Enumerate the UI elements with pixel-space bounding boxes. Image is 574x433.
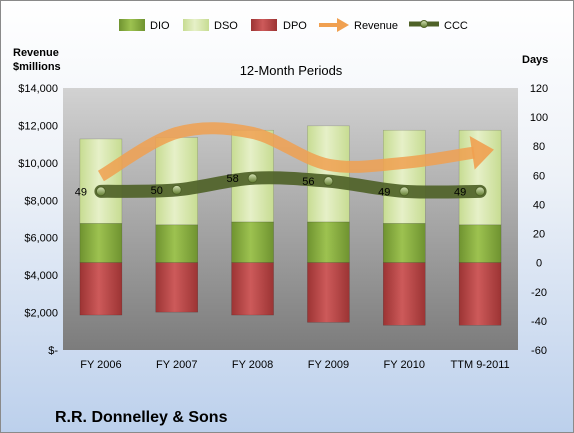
plot-area — [63, 88, 518, 350]
legend-swatch-ccc-marker — [420, 20, 428, 28]
ccc-line — [94, 171, 487, 199]
legend-swatch-revenue — [319, 18, 349, 32]
ccc-data-label: 49 — [378, 186, 390, 198]
right-tick-label: 20 — [533, 229, 545, 241]
lines-layer: 49 50 58 56 49 49 — [75, 122, 494, 199]
ccc-point — [323, 176, 334, 187]
chart-title: 12-Month Periods — [240, 63, 343, 78]
ccc-point — [247, 173, 258, 184]
left-axis-title-line2: $millions — [13, 61, 61, 73]
bar-dio — [307, 221, 350, 263]
ccc-data-label: 49 — [75, 186, 87, 198]
revenue-arrowhead — [469, 135, 494, 170]
right-tick-label: 80 — [533, 141, 545, 153]
category-label: FY 2006 — [80, 359, 121, 371]
left-axis-title-line1: Revenue — [13, 47, 59, 59]
right-tick-label: -60 — [531, 345, 547, 357]
ccc-point — [475, 186, 486, 197]
bar-dso — [79, 138, 123, 224]
left-axis: $- $2,000 $4,000 $6,000 $8,000 $10,000 $12,000… — [18, 83, 58, 357]
legend-label-ccc: CCC — [444, 20, 468, 32]
bar-dpo — [383, 262, 426, 326]
bar-dpo — [458, 262, 502, 326]
ccc-data-label: 58 — [226, 173, 238, 185]
right-tick-label: -20 — [531, 287, 547, 299]
bar-dio — [231, 221, 274, 263]
right-tick-label: 60 — [533, 170, 545, 182]
left-tick-label: $6,000 — [24, 233, 58, 245]
legend-swatch-dpo — [251, 19, 277, 31]
category-label: FY 2008 — [232, 359, 273, 371]
legend-label-dio: DIO — [150, 20, 170, 32]
legend-swatch-dio — [119, 19, 145, 31]
category-label: FY 2010 — [384, 359, 425, 371]
ccc-data-label: 56 — [302, 176, 314, 188]
bar-dso — [383, 129, 426, 224]
ccc-data-label: 49 — [454, 186, 466, 198]
right-tick-label: 40 — [533, 199, 545, 211]
left-tick-label: $8,000 — [24, 195, 58, 207]
right-tick-label: 0 — [536, 258, 542, 270]
bar-dpo — [307, 262, 350, 323]
right-axis: -60 -40 -20 0 20 40 60 80 100 120 — [530, 83, 548, 357]
ccc-point — [95, 186, 106, 197]
legend-label-dso: DSO — [214, 20, 238, 32]
bar-dio — [458, 224, 502, 263]
bar-dpo — [231, 262, 274, 316]
right-tick-label: -40 — [531, 316, 547, 328]
left-tick-label: $12,000 — [18, 120, 58, 132]
category-label: FY 2007 — [156, 359, 197, 371]
ccc-point — [399, 186, 410, 197]
right-tick-label: 120 — [530, 83, 548, 95]
legend-label-dpo: DPO — [283, 20, 307, 32]
left-tick-label: $10,000 — [18, 158, 58, 170]
bar-dpo — [79, 262, 123, 316]
right-axis-title: Days — [522, 54, 548, 66]
category-axis: FY 2006 FY 2007 FY 2008 FY 2009 FY 2010 TTM 9… — [80, 359, 509, 371]
ccc-data-label: 50 — [151, 185, 163, 197]
bar-dpo — [155, 262, 198, 313]
legend-swatch-dso — [183, 19, 209, 31]
left-tick-label: $14,000 — [18, 83, 58, 95]
bar-dio — [383, 223, 426, 263]
company-name: R.R. Donnelley & Sons — [55, 409, 228, 426]
legend-label-revenue: Revenue — [354, 20, 398, 32]
right-tick-label: 100 — [530, 112, 548, 124]
ccc-point — [171, 184, 182, 195]
bar-dso — [155, 137, 198, 226]
left-tick-label: $4,000 — [24, 270, 58, 282]
category-label: TTM 9-2011 — [451, 359, 510, 371]
bar-dio — [79, 223, 123, 263]
left-tick-label: $- — [48, 345, 58, 357]
category-label: FY 2009 — [308, 359, 349, 371]
left-tick-label: $2,000 — [24, 308, 58, 320]
bar-dio — [155, 224, 198, 263]
legend: DIO DSO DPO Revenue CCC — [119, 18, 468, 32]
revenue-line — [97, 122, 476, 182]
